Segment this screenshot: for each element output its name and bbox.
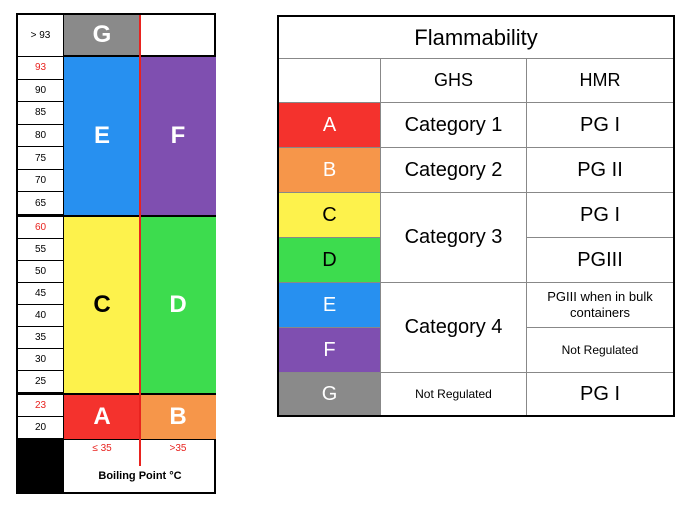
y-tick-above-93: > 93 bbox=[18, 15, 64, 57]
zone-f: F bbox=[140, 57, 216, 215]
row-letter-c: C bbox=[279, 193, 381, 238]
row-letter-f: F bbox=[279, 328, 381, 373]
hmr-c: PG I bbox=[527, 193, 673, 238]
ghs-not-regulated: Not Regulated bbox=[381, 373, 527, 415]
y-tick-label: 25 bbox=[18, 371, 64, 393]
zone-g: G bbox=[64, 15, 140, 57]
ghs-category-2: Category 2 bbox=[381, 148, 527, 193]
y-tick-label: 93 bbox=[18, 57, 64, 80]
y-tick-label: 45 bbox=[18, 283, 64, 305]
y-tick-label: 90 bbox=[18, 79, 64, 103]
y-tick-label: 60 bbox=[18, 217, 64, 239]
y-tick-label: 80 bbox=[18, 124, 64, 148]
row-letter-d: D bbox=[279, 238, 381, 283]
separator-axis bbox=[18, 439, 216, 440]
hmr-b: PG II bbox=[527, 148, 673, 193]
hmr-d: PGIII bbox=[527, 238, 673, 283]
zone-e: E bbox=[64, 57, 140, 215]
y-tick-label: 50 bbox=[18, 261, 64, 283]
separator-23 bbox=[18, 393, 216, 395]
flammability-zone-chart: > 93 G 93 90 85 80 75 70 65 60 55 50 45 40 35 30 25 23 2… bbox=[16, 13, 216, 494]
row-letter-a: A bbox=[279, 103, 381, 148]
zone-c: C bbox=[64, 217, 140, 393]
y-tick-label: 70 bbox=[18, 169, 64, 193]
y-tick-label: 30 bbox=[18, 349, 64, 371]
y-tick-label: 75 bbox=[18, 147, 64, 170]
zone-empty bbox=[140, 15, 216, 57]
zone-b: B bbox=[140, 395, 216, 439]
y-tick-label: 55 bbox=[18, 239, 64, 261]
x-axis-title: Boiling Point °C bbox=[98, 470, 182, 482]
zone-a: A bbox=[64, 395, 140, 439]
row-letter-g: G bbox=[279, 373, 381, 415]
x-label-le-35: ≤ 35 bbox=[92, 443, 112, 454]
ghs-category-3: Category 3 bbox=[381, 193, 527, 283]
header-ghs: GHS bbox=[381, 59, 527, 103]
y-tick-label: 20 bbox=[18, 417, 64, 439]
table-title: Flammability bbox=[279, 17, 673, 59]
header-hmr: HMR bbox=[527, 59, 673, 103]
ghs-category-1: Category 1 bbox=[381, 103, 527, 148]
row-letter-b: B bbox=[279, 148, 381, 193]
y-tick-label: 65 bbox=[18, 192, 64, 215]
row-letter-e: E bbox=[279, 283, 381, 328]
hmr-a: PG I bbox=[527, 103, 673, 148]
corner-block bbox=[18, 440, 64, 492]
y-tick-label: 40 bbox=[18, 305, 64, 327]
boiling-point-35-line bbox=[139, 15, 141, 466]
hmr-g: PG I bbox=[579, 382, 620, 405]
hmr-e: PGIII when in bulk containers bbox=[527, 283, 673, 328]
zone-d: D bbox=[140, 217, 216, 393]
y-tick-label: 35 bbox=[18, 327, 64, 349]
ghs-category-4: Category 4 bbox=[381, 283, 527, 373]
hmr-f: Not Regulated bbox=[527, 328, 673, 373]
x-label-gt-35: >35 bbox=[169, 443, 187, 454]
y-tick-label: 85 bbox=[18, 102, 64, 125]
header-blank bbox=[279, 59, 381, 103]
separator-60 bbox=[18, 215, 216, 217]
y-tick-label: 23 bbox=[18, 395, 64, 417]
